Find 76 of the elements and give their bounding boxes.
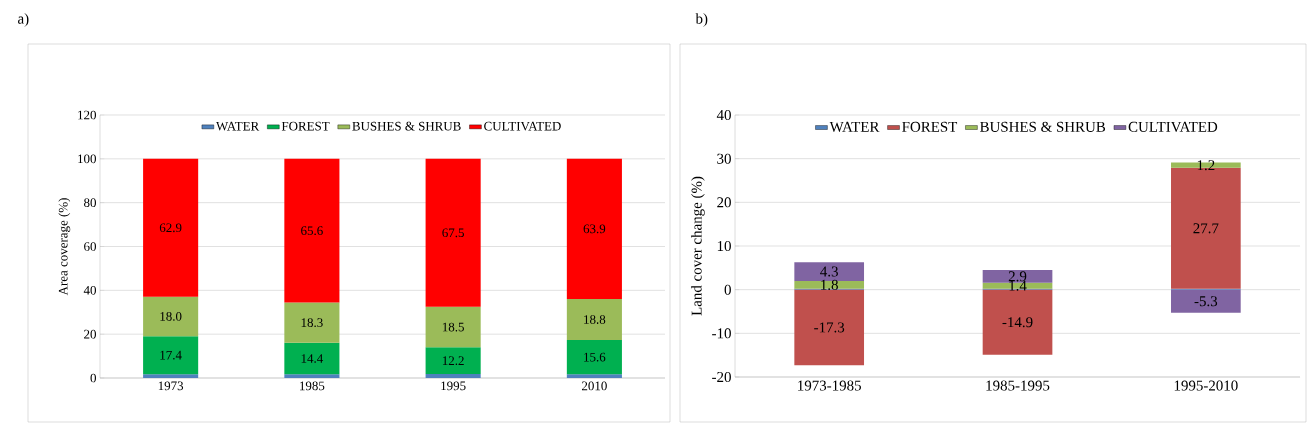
y-tick-label: 40 — [83, 285, 96, 295]
data-label: 15.6 — [584, 352, 606, 362]
data-label: 63.9 — [583, 224, 606, 234]
y-tick-label: 40 — [716, 109, 731, 121]
y-tick-label: 10 — [717, 240, 731, 252]
bar — [794, 262, 865, 281]
bar — [284, 302, 340, 343]
legend-label: WATER — [216, 121, 260, 131]
y-tick-label: 20 — [717, 197, 731, 208]
y-axis-title: Area coverage (%) — [58, 198, 71, 296]
legend-label: FOREST — [281, 121, 330, 131]
data-label: 2.9 — [1008, 271, 1027, 282]
bar — [794, 280, 865, 289]
data-label: -14.9 — [1002, 317, 1033, 328]
bar — [425, 158, 481, 307]
data-label: 1.8 — [821, 279, 838, 290]
y-tick-label: 120 — [78, 110, 96, 120]
y-tick-label: 0 — [724, 284, 731, 295]
data-label: 4.3 — [820, 266, 838, 277]
bar — [143, 374, 199, 378]
bar — [1171, 289, 1241, 313]
x-tick-label: 2010 — [582, 381, 607, 391]
bar — [566, 374, 622, 378]
bar — [284, 342, 340, 375]
data-label: 18.3 — [301, 318, 323, 328]
y-tick-label: 60 — [84, 242, 96, 251]
data-label: 18.5 — [442, 322, 464, 332]
data-label: 12.2 — [442, 356, 464, 366]
bar — [982, 289, 1053, 355]
data-label: 1.2 — [1197, 160, 1215, 171]
data-label: 18.8 — [584, 315, 606, 324]
legend-label: FOREST — [902, 121, 958, 132]
bar — [566, 158, 622, 299]
data-label: 18.0 — [160, 312, 182, 321]
y-tick-label: -20 — [712, 371, 731, 383]
bar — [143, 296, 199, 337]
bar — [566, 298, 622, 341]
data-label: 62.9 — [159, 223, 182, 233]
x-tick-label: 1995 — [441, 381, 466, 391]
bar — [425, 306, 481, 348]
bar — [284, 158, 340, 303]
legend-label: BUSHES & SHRUB — [980, 121, 1106, 132]
x-tick-label: 1973-1985 — [798, 380, 861, 391]
bar — [284, 374, 340, 378]
chart-title: b) — [695, 13, 708, 27]
legend-label: CULTIVATED — [484, 121, 561, 131]
data-label: 65.6 — [301, 226, 323, 236]
y-tick-label: 100 — [78, 154, 96, 164]
y-tick-label: 80 — [84, 198, 96, 208]
data-label: 67.5 — [442, 228, 464, 238]
x-tick-label: 1995-2010 — [1174, 380, 1238, 391]
y-tick-label: 20 — [84, 329, 96, 339]
y-tick-label: 30 — [717, 153, 731, 164]
data-label: 17.4 — [160, 350, 182, 360]
data-label: -5.3 — [1194, 296, 1218, 307]
y-tick-label: -10 — [712, 328, 731, 339]
bar — [794, 289, 865, 366]
y-axis-title: Land cover change (%) — [691, 176, 705, 316]
legend-label: CULTIVATED — [1128, 121, 1218, 132]
bar — [566, 340, 622, 375]
data-label: 27.7 — [1193, 223, 1219, 234]
data-label: 1.4 — [1009, 280, 1027, 291]
bar — [143, 158, 199, 297]
bar — [982, 282, 1053, 289]
x-tick-label: 1985-1995 — [986, 380, 1050, 391]
data-label: -17.3 — [814, 322, 845, 333]
bar — [143, 336, 199, 375]
legend-label: WATER — [829, 121, 880, 132]
y-tick-label: 0 — [90, 373, 96, 383]
bar — [425, 347, 481, 375]
data-label: 14.4 — [301, 354, 324, 363]
x-tick-label: 1985 — [300, 381, 325, 391]
legend-label: BUSHES & SHRUB — [352, 121, 461, 131]
chart-title: a) — [18, 13, 29, 27]
x-tick-label: 1973 — [158, 381, 184, 391]
bar — [425, 374, 481, 378]
